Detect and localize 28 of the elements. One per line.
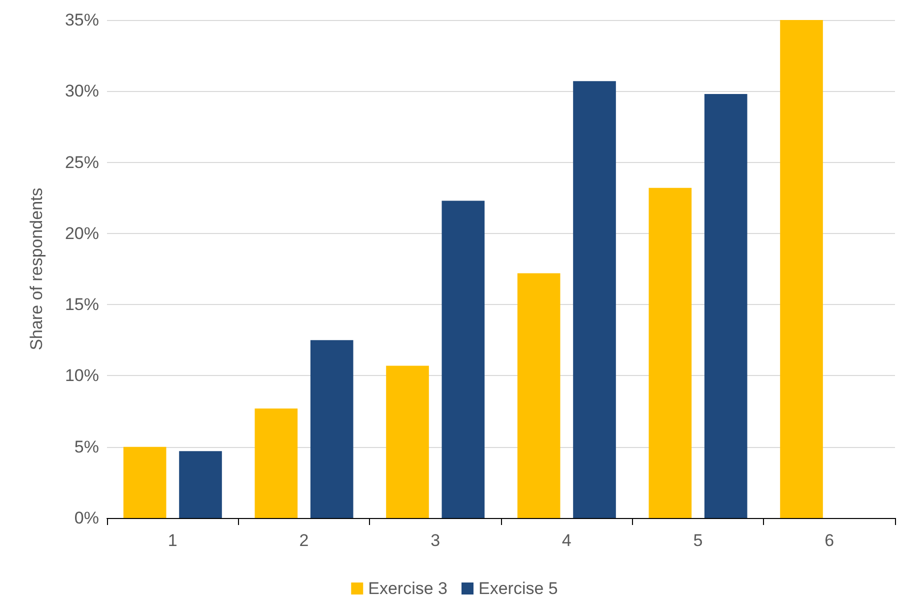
bar: [517, 273, 560, 518]
y-tick-label: 25%: [64, 152, 99, 172]
y-tick-label: 20%: [64, 224, 99, 243]
legend-label: Exercise 3: [368, 579, 448, 598]
bar: [648, 188, 692, 518]
y-tick-label: 35%: [64, 10, 99, 30]
x-tick-label: 4: [562, 531, 572, 550]
bar: [123, 446, 166, 518]
y-tick-label: 30%: [64, 82, 99, 101]
x-tick-label: 5: [693, 531, 703, 550]
bar: [780, 20, 823, 518]
y-tick-label: 0%: [74, 508, 99, 528]
x-tick-label: 2: [299, 531, 309, 550]
y-tick-label: 10%: [64, 366, 99, 386]
bar: [179, 451, 222, 518]
x-tick-label: 6: [824, 531, 834, 550]
y-tick-label: 5%: [74, 437, 99, 456]
bar: [310, 340, 354, 518]
bar: [573, 81, 616, 518]
y-axis-title: Share of respondents: [27, 188, 46, 350]
legend-label: Exercise 5: [478, 579, 558, 598]
bar: [442, 200, 485, 518]
bar: [704, 94, 748, 518]
x-tick-label: 3: [430, 531, 440, 550]
bar: [386, 366, 429, 518]
x-tick-label: 1: [168, 531, 178, 550]
y-tick-label: 15%: [64, 295, 99, 314]
bar: [254, 408, 298, 518]
